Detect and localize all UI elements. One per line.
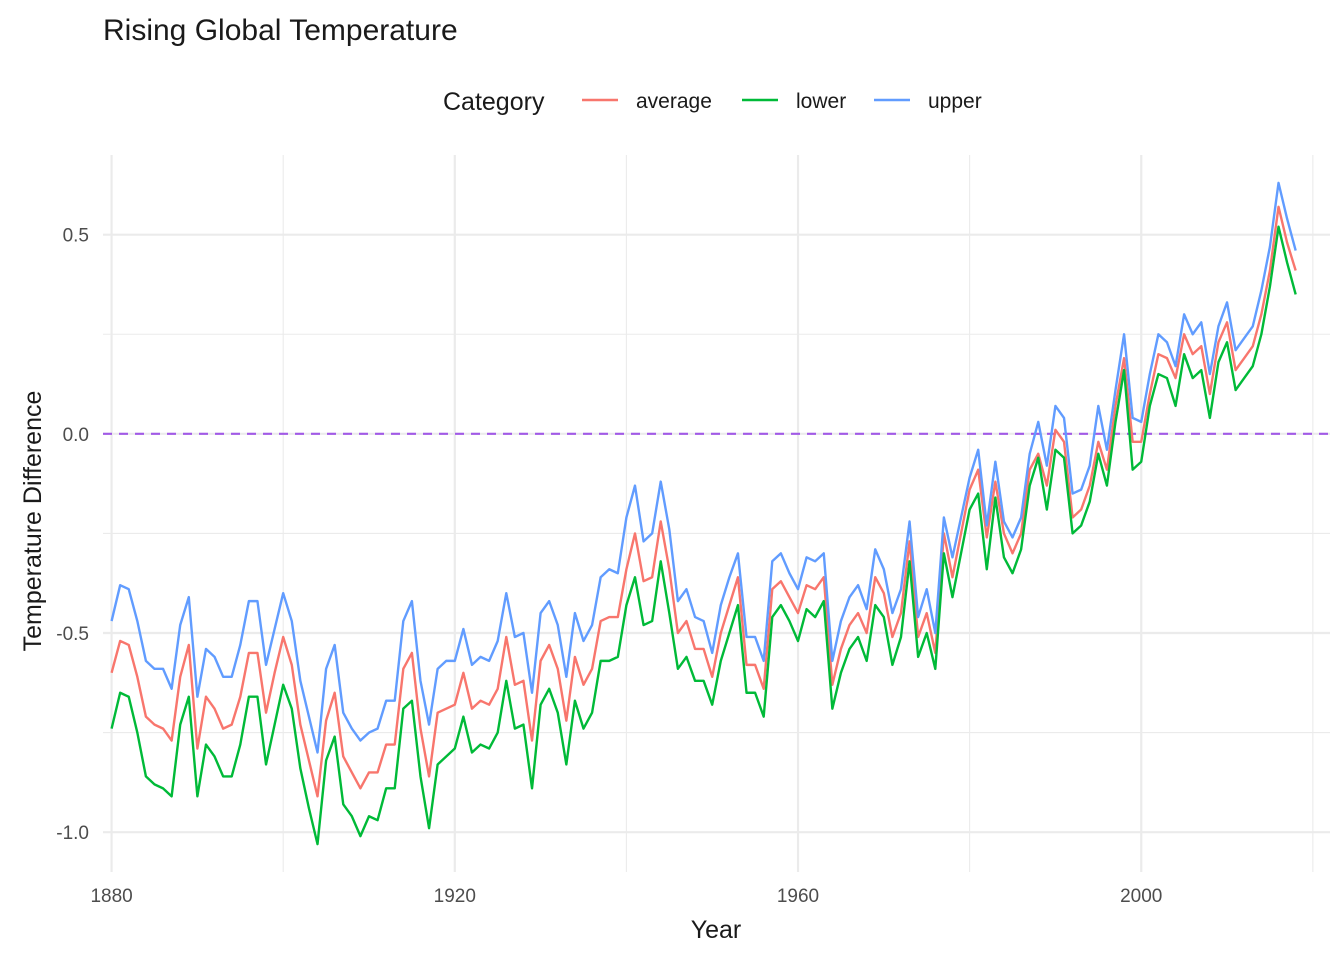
x-tick-label: 1960 [777,886,819,907]
legend-label-lower: lower [796,90,846,113]
series-line-lower [110,225,1297,846]
legend: Category average lower upper [443,88,982,116]
y-tick-label: -0.5 [56,624,89,645]
x-tick-label: 1880 [90,886,132,907]
tick-labels: 1880 1920 1960 2000 -1.0 -0.5 0.0 0.5 [56,226,1162,907]
y-axis-title: Temperature Difference [19,391,47,652]
x-tick-label: 2000 [1120,886,1162,907]
series-line-average [110,205,1297,798]
y-tick-label: 0.0 [63,425,89,446]
legend-label-average: average [636,90,712,113]
x-axis-title: Year [691,916,742,944]
y-tick-label: -1.0 [56,823,89,844]
legend-title: Category [443,88,545,116]
series-lines [110,181,1297,846]
x-tick-label: 1920 [434,886,476,907]
series-line-upper [110,181,1297,754]
legend-label-upper: upper [928,90,982,113]
y-tick-label: 0.5 [63,226,89,247]
chart-title: Rising Global Temperature [103,14,458,47]
grid [103,155,1330,872]
